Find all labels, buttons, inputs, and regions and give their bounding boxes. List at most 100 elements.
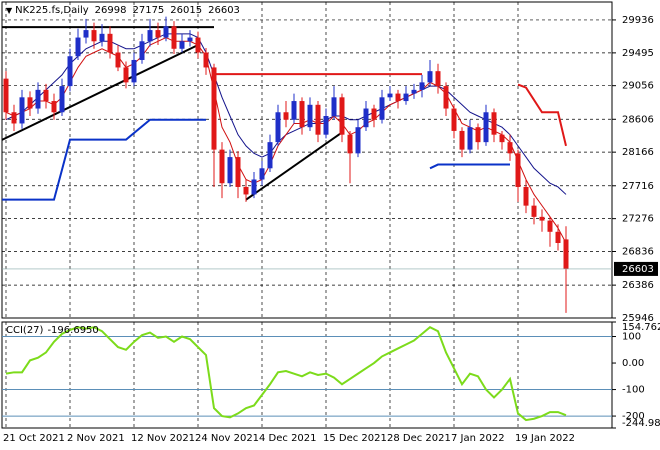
header-high: 27175	[132, 5, 164, 16]
candle-body	[267, 142, 273, 169]
candle-body	[155, 30, 161, 38]
header-open: 26998	[95, 5, 127, 16]
candle-body	[307, 104, 313, 128]
candle-body	[163, 26, 169, 38]
y-tick-label: 26836	[622, 247, 654, 258]
moving-average	[5, 37, 567, 244]
y-tick-label: 29056	[622, 81, 654, 92]
trend-line	[2, 118, 206, 201]
candle-body	[435, 71, 441, 87]
y-tick-label: 29936	[622, 15, 654, 26]
candle-body	[443, 86, 449, 109]
candle-body	[59, 86, 65, 113]
candle-body	[299, 101, 305, 128]
x-tick-label: 7 Jan 2022	[451, 433, 505, 444]
x-tick-label: 19 Jan 2022	[515, 433, 575, 444]
candle-body	[27, 97, 33, 109]
candle-body	[523, 186, 529, 206]
indicator-value: -196.6950	[47, 325, 98, 336]
x-tick-label: 28 Dec 2021	[387, 433, 451, 444]
main-panel	[1, 1, 613, 319]
candle-body	[35, 89, 41, 109]
x-tick-label: 4 Dec 2021	[259, 433, 317, 444]
y-tick-label: 28606	[622, 114, 654, 125]
candle-body	[259, 168, 265, 180]
y-tick-label: -100	[622, 385, 645, 396]
candle-body	[539, 216, 545, 221]
candle-body	[315, 104, 321, 135]
candle-body	[3, 78, 9, 113]
candle-body	[323, 115, 329, 135]
candle-body	[139, 41, 145, 60]
candle-body	[235, 157, 241, 187]
y-tick-label: 27276	[622, 214, 654, 225]
y-tick-label: 27716	[622, 181, 654, 192]
candle-body	[219, 149, 225, 184]
y-tick-label: 100	[622, 332, 641, 343]
candle-body	[363, 108, 369, 128]
candle-body	[251, 179, 257, 195]
candle-body	[99, 33, 105, 42]
candle-body	[403, 93, 409, 102]
y-tick-label: 25946	[622, 313, 654, 324]
candle-body	[531, 205, 537, 217]
candle-body	[123, 67, 129, 83]
candle-body	[339, 97, 345, 135]
candle-body	[67, 56, 73, 87]
cci-line	[5, 326, 567, 422]
y-tick-label: 154.7623	[622, 322, 660, 333]
candle-body	[147, 30, 153, 42]
candle-body	[419, 82, 425, 90]
candle-body	[83, 30, 89, 38]
candle-body	[459, 130, 465, 150]
candle-body	[499, 134, 505, 143]
candle-body	[411, 89, 417, 94]
indicator-header: CCI(27) -196.6950	[6, 325, 99, 336]
candle-body	[11, 112, 17, 124]
candle-body	[347, 134, 353, 154]
candle-body	[355, 127, 361, 154]
y-tick-label: 0.00	[622, 358, 644, 369]
candle-body	[275, 112, 281, 143]
candle-body	[515, 153, 521, 187]
candle-body	[75, 37, 81, 57]
candle-body	[51, 101, 57, 113]
chart-header: ▼ NK225.fs,Daily 26998 27175 26015 26603	[6, 5, 240, 16]
y-tick-label: -200	[622, 411, 645, 422]
candle-body	[115, 52, 121, 68]
candle-body	[371, 108, 377, 120]
header-low: 26015	[170, 5, 202, 16]
candle-body	[211, 67, 217, 150]
candle-body	[131, 59, 137, 83]
candle-body	[379, 97, 385, 120]
candle-body	[227, 157, 233, 184]
x-tick-label: 12 Nov 2021	[131, 433, 195, 444]
price-label-box	[614, 261, 658, 276]
x-tick-label: 21 Oct 2021	[3, 433, 65, 444]
candle-body	[283, 112, 289, 120]
chart-title: NK225.fs,Daily	[15, 5, 89, 16]
candle-body	[107, 33, 113, 53]
candle-body	[451, 108, 457, 131]
candle-body	[331, 97, 337, 116]
candle-body	[395, 93, 401, 102]
candle-body	[179, 41, 185, 49]
candle-body	[483, 112, 489, 143]
trend-line	[517, 83, 567, 147]
y-tick-label: 28166	[622, 147, 654, 158]
candle-body	[19, 97, 25, 124]
indicator-panel	[1, 321, 613, 429]
trend-line	[245, 131, 343, 201]
x-tick-label: 15 Dec 2021	[323, 433, 387, 444]
candle-body	[555, 231, 561, 243]
header-arrow: ▼	[6, 6, 13, 15]
candle-body	[195, 37, 201, 53]
y-tick-label: 29495	[622, 48, 654, 59]
indicator-name: CCI(27)	[6, 325, 44, 336]
x-tick-label: 2 Nov 2021	[67, 433, 125, 444]
candle-body	[387, 93, 393, 98]
candle-body	[187, 37, 193, 42]
